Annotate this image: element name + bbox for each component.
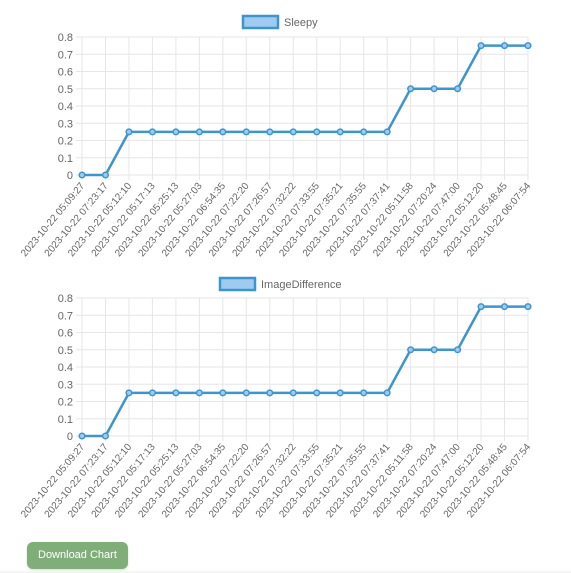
sleepy-line-chart: Sleepy 00.10.20.30.40.50.60.70.82023-10-… xyxy=(19,14,534,259)
data-point[interactable] xyxy=(336,389,344,397)
y-tick-label: 0.7 xyxy=(58,310,73,322)
page-bottom-edge xyxy=(0,570,571,573)
y-tick-label: 0.5 xyxy=(58,345,73,357)
data-point[interactable] xyxy=(407,346,415,354)
chart-legend[interactable]: ImageDifference xyxy=(218,276,342,292)
data-point[interactable] xyxy=(195,128,203,136)
data-point[interactable] xyxy=(101,171,110,179)
data-point[interactable] xyxy=(500,42,509,50)
legend-swatch xyxy=(241,14,280,30)
y-tick-label: 0.4 xyxy=(58,101,73,113)
y-tick-label: 0 xyxy=(67,431,73,443)
y-tick-label: 0.6 xyxy=(58,328,73,340)
data-point[interactable] xyxy=(500,303,509,311)
y-tick-label: 0.6 xyxy=(58,67,73,79)
imagedifference-line-chart: ImageDifference 0 0.1 0.2 0.3 0.4 0.5 0.6 0.7 0.… xyxy=(19,276,534,520)
data-point[interactable] xyxy=(125,389,133,397)
data-point[interactable] xyxy=(430,346,438,354)
chart-legend[interactable]: Sleepy xyxy=(241,14,318,30)
data-point[interactable] xyxy=(148,128,156,136)
series-line xyxy=(82,44,528,177)
legend-label: Sleepy xyxy=(284,17,318,29)
data-point[interactable] xyxy=(78,432,86,440)
data-point[interactable] xyxy=(266,389,274,397)
data-point[interactable] xyxy=(383,389,391,397)
series-line xyxy=(82,305,528,438)
data-point[interactable] xyxy=(219,389,227,397)
data-point[interactable] xyxy=(407,85,415,93)
data-point[interactable] xyxy=(148,389,156,397)
data-point[interactable] xyxy=(383,128,391,136)
legend-label: ImageDifference xyxy=(261,279,342,291)
y-tick-label: 0.4 xyxy=(58,362,73,374)
data-point[interactable] xyxy=(360,128,368,136)
legend-swatch xyxy=(218,276,257,292)
y-tick-label: 0.7 xyxy=(58,49,73,61)
data-point[interactable] xyxy=(336,128,344,136)
download-chart-button[interactable]: Download Chart xyxy=(27,542,128,569)
data-point[interactable] xyxy=(289,389,297,397)
data-point[interactable] xyxy=(125,128,133,136)
data-point[interactable] xyxy=(242,128,250,136)
data-point[interactable] xyxy=(454,85,462,93)
y-tick-label: 0 xyxy=(67,170,73,182)
data-point[interactable] xyxy=(242,389,250,397)
data-point[interactable] xyxy=(172,389,180,397)
y-tick-label: 0.5 xyxy=(58,84,73,96)
y-tick-label: 0.8 xyxy=(58,293,73,305)
y-tick-label: 0.2 xyxy=(58,397,73,409)
data-point[interactable] xyxy=(266,128,274,136)
y-tick-label: 0.3 xyxy=(58,379,73,391)
y-tick-label: 0.8 xyxy=(58,32,73,44)
data-point[interactable] xyxy=(430,85,438,93)
data-point[interactable] xyxy=(313,128,321,136)
data-point[interactable] xyxy=(78,171,86,179)
data-point[interactable] xyxy=(172,128,180,136)
y-tick-label: 0.1 xyxy=(58,414,73,426)
y-tick-label: 0.1 xyxy=(58,153,73,165)
data-point[interactable] xyxy=(219,128,227,136)
y-tick-label: 0.2 xyxy=(58,136,73,148)
data-point[interactable] xyxy=(101,432,110,440)
data-point[interactable] xyxy=(360,389,368,397)
data-point[interactable] xyxy=(524,42,532,50)
data-point[interactable] xyxy=(524,303,532,311)
data-point[interactable] xyxy=(477,42,485,50)
data-point[interactable] xyxy=(477,303,485,311)
data-point[interactable] xyxy=(313,389,321,397)
data-point[interactable] xyxy=(289,128,297,136)
data-point[interactable] xyxy=(454,346,462,354)
data-point[interactable] xyxy=(195,389,203,397)
y-tick-label: 0.3 xyxy=(58,118,73,130)
